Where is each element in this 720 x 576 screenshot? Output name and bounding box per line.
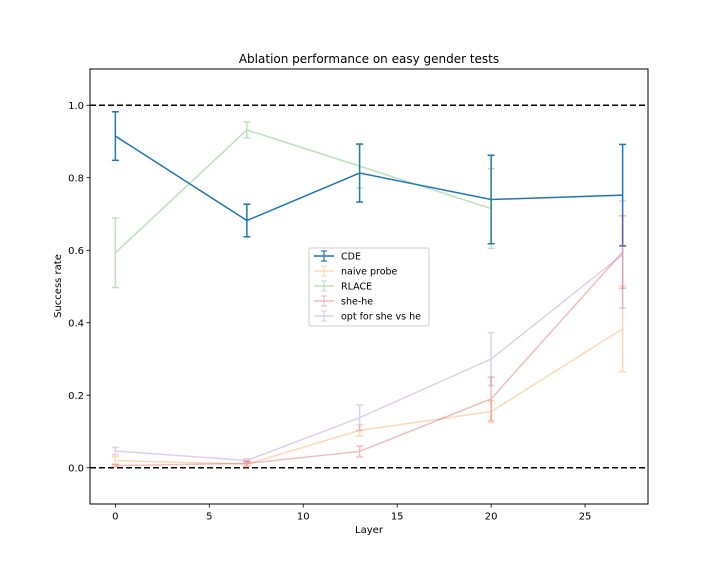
y-tick-label: 0.0 <box>68 463 84 474</box>
y-tick-label: 0.2 <box>68 391 84 402</box>
legend-swatch <box>314 280 334 292</box>
legend-label: CDE <box>341 252 361 263</box>
series-group <box>111 215 627 468</box>
series-line <box>115 251 624 467</box>
x-tick-label: 10 <box>297 512 310 523</box>
y-axis-label: Success rate <box>53 254 64 318</box>
series-group <box>111 200 627 464</box>
legend: CDE naive probe RLACE she-he opt for she vs … <box>308 247 430 327</box>
legend-swatch <box>314 265 334 277</box>
series-group <box>111 285 627 468</box>
legend-box <box>308 247 430 327</box>
series-group <box>111 121 495 289</box>
x-tick-label: 0 <box>112 512 118 523</box>
legend-label: opt for she vs he <box>341 312 421 323</box>
series-line <box>114 135 623 222</box>
y-tick-label: 0.6 <box>68 246 84 257</box>
plot-frame <box>89 68 649 505</box>
plot-area <box>90 104 648 469</box>
x-tick-label: 25 <box>579 512 592 523</box>
axis-ticks: 0 5 10 15 20 25 0.0 0.2 0.4 0.6 0.8 1.0 <box>68 101 591 523</box>
x-tick-label: 20 <box>485 512 498 523</box>
series-line <box>115 328 624 465</box>
legend-swatch <box>314 310 334 322</box>
legend-label: RLACE <box>341 282 372 293</box>
y-tick-label: 1.0 <box>68 101 84 112</box>
series-line <box>115 254 624 462</box>
series-group <box>111 111 627 247</box>
series-line <box>114 129 492 254</box>
legend-swatch <box>314 250 334 262</box>
legend-label: naive probe <box>341 267 398 278</box>
legend-swatch <box>314 295 334 307</box>
chart-title: Ablation performance on easy gender test… <box>239 52 499 66</box>
x-axis-label: Layer <box>355 525 384 536</box>
y-tick-label: 0.4 <box>68 318 84 329</box>
y-tick-label: 0.8 <box>68 173 84 184</box>
legend-label: she-he <box>341 297 373 308</box>
x-tick-label: 15 <box>391 512 404 523</box>
x-tick-label: 5 <box>206 512 212 523</box>
